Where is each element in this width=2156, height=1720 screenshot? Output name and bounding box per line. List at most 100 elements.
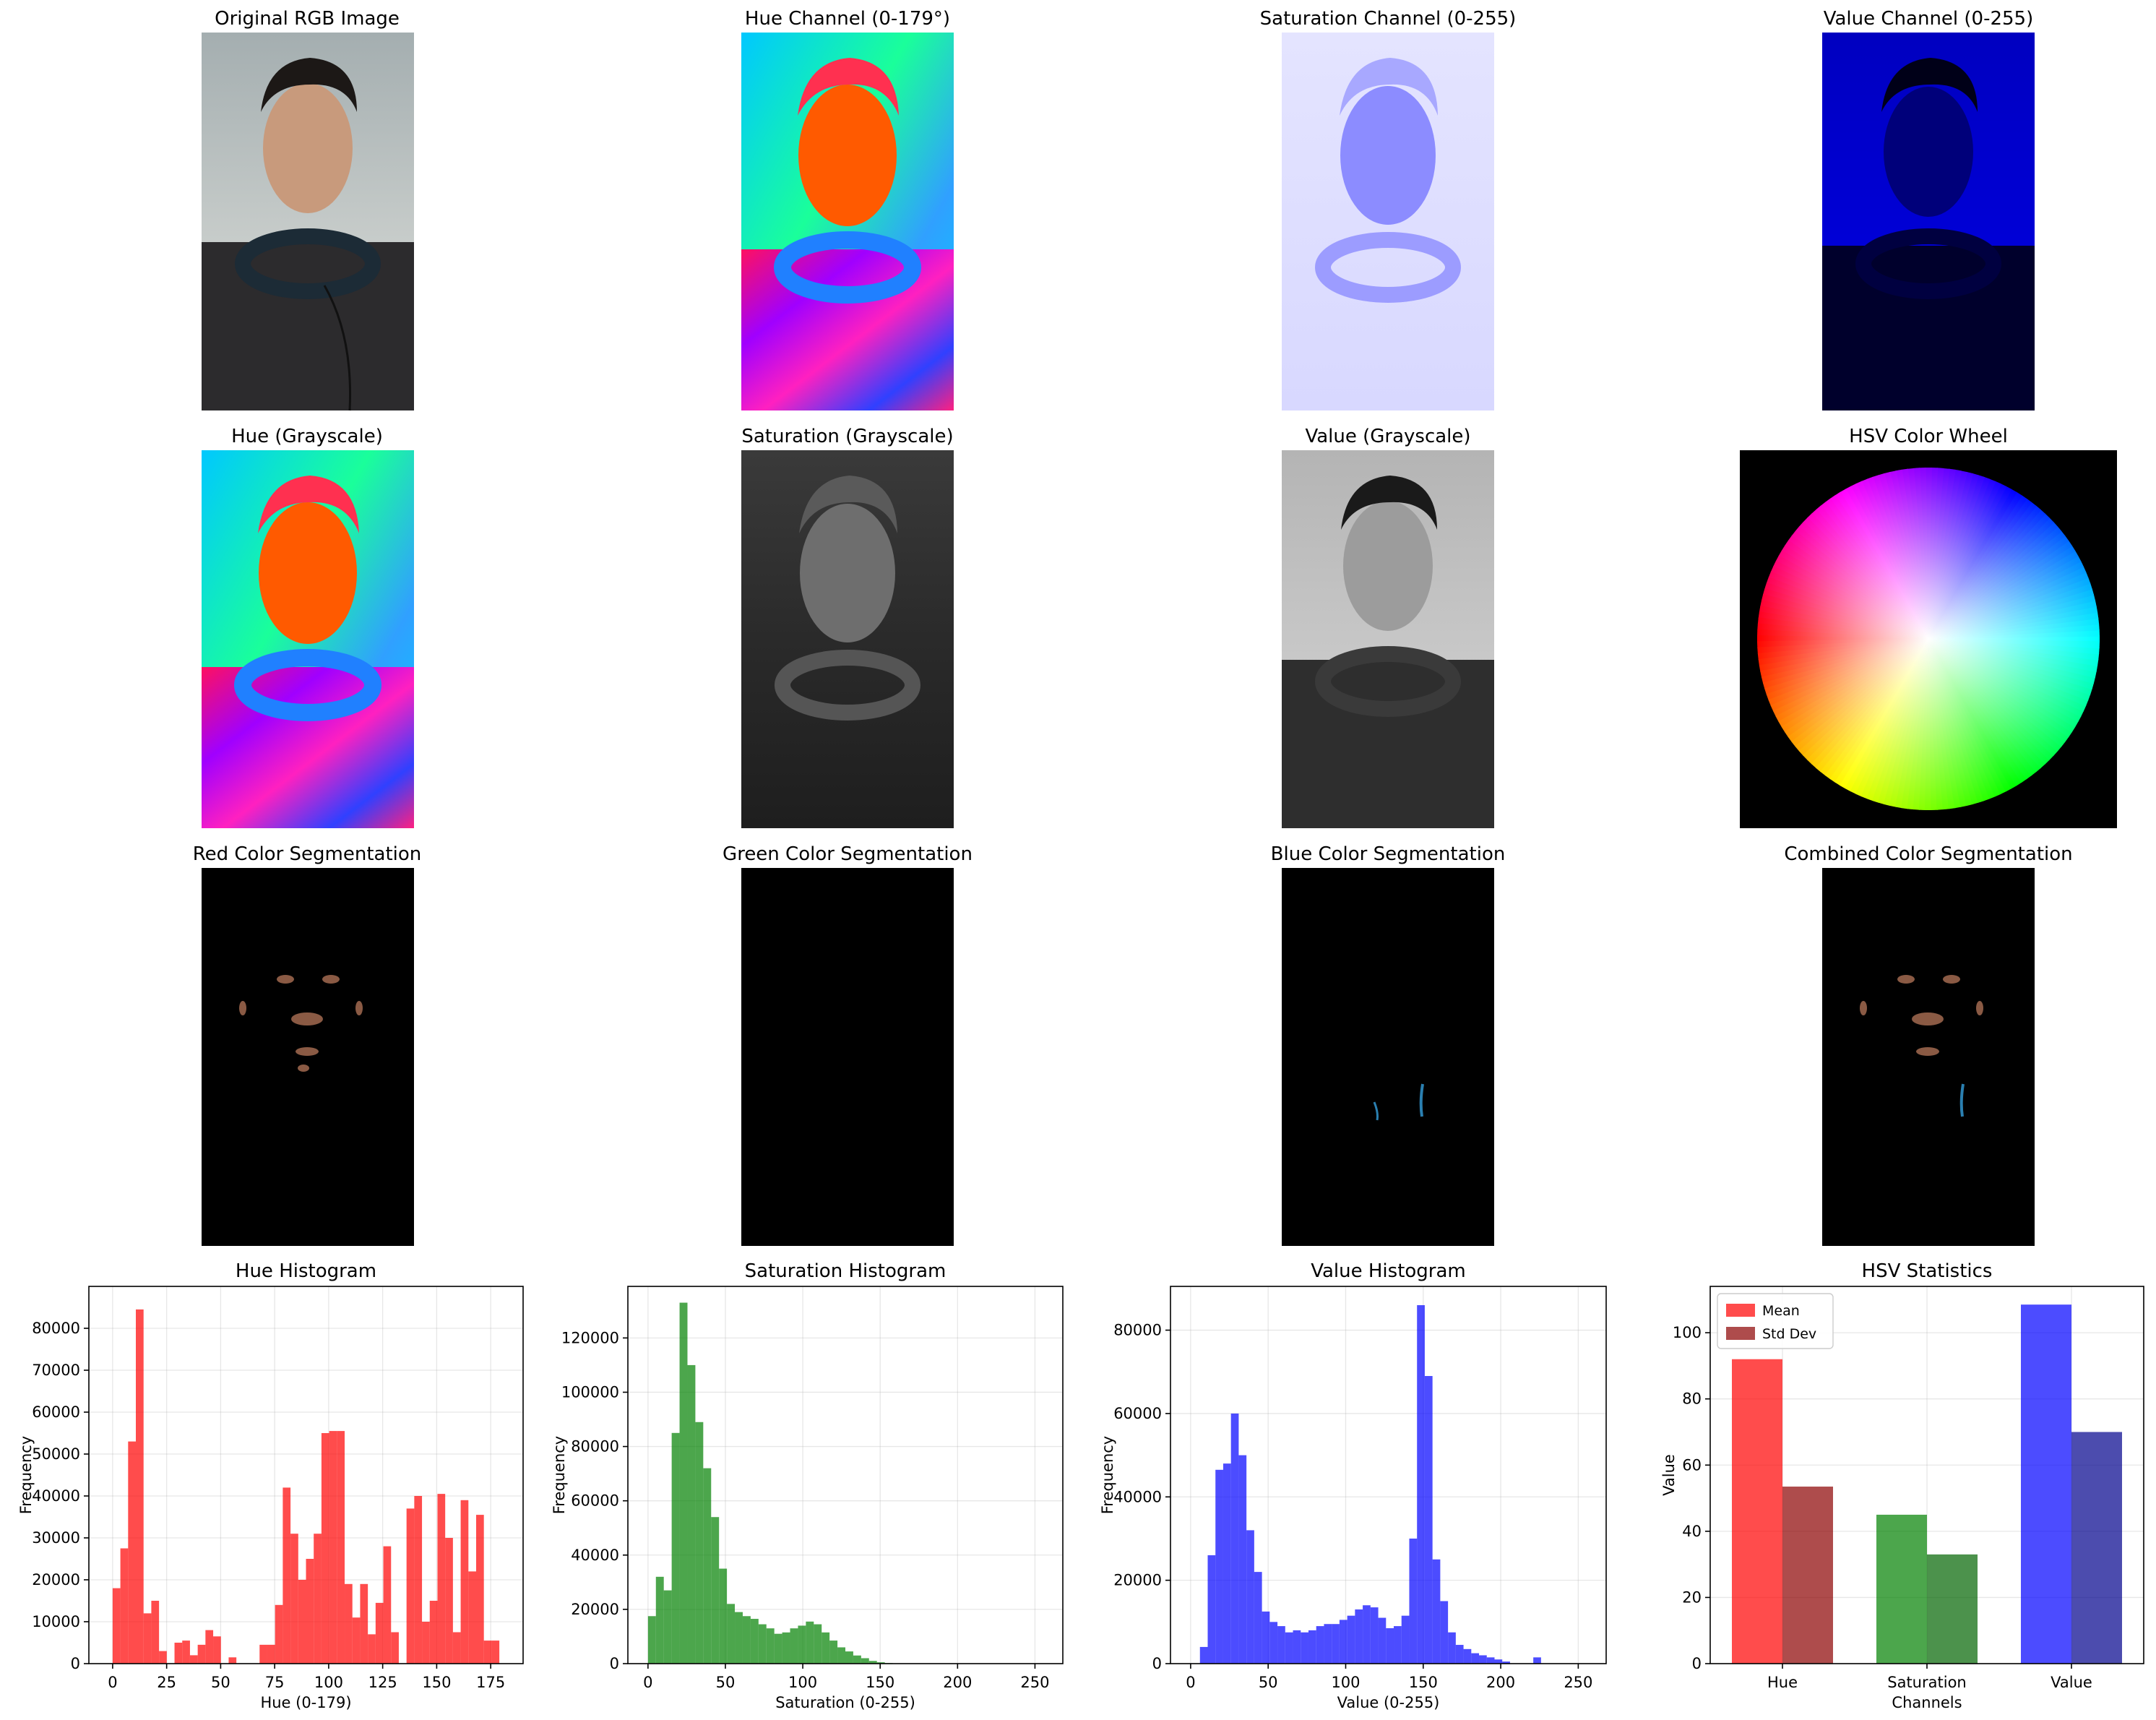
histogram-bar bbox=[1401, 1615, 1410, 1664]
histogram-bar bbox=[774, 1633, 782, 1664]
chart-title: Saturation Histogram bbox=[745, 1260, 947, 1282]
panel-saturation-grayscale: Saturation (Grayscale) bbox=[741, 426, 954, 828]
y-tick-label: 0 bbox=[610, 1655, 619, 1672]
histogram-bar bbox=[798, 1625, 806, 1664]
x-axis-label: Value (0-255) bbox=[1337, 1694, 1440, 1711]
histogram-bar bbox=[1316, 1626, 1324, 1664]
histogram-bar bbox=[655, 1576, 664, 1664]
histogram-bar bbox=[1363, 1605, 1371, 1664]
histogram-bar bbox=[1533, 1657, 1541, 1664]
legend-label: Mean bbox=[1762, 1303, 1800, 1319]
histogram-bar bbox=[671, 1432, 680, 1664]
histogram-bar bbox=[1502, 1661, 1510, 1664]
histogram-bar bbox=[352, 1617, 361, 1664]
y-tick-label: 20000 bbox=[571, 1601, 619, 1618]
saturation-histogram: 0 50 100 150 200 250 0 20000 40000 60000 80000 1000… bbox=[551, 1260, 1064, 1711]
histogram-bar bbox=[1347, 1615, 1355, 1664]
histogram-bar bbox=[159, 1651, 167, 1664]
histogram-bar bbox=[806, 1621, 814, 1664]
panel-value-channel: Value Channel (0-255) bbox=[1822, 8, 2035, 410]
histogram-bar bbox=[391, 1632, 399, 1664]
y-tick-label: 20 bbox=[1682, 1588, 1702, 1606]
histogram-bar bbox=[822, 1632, 830, 1664]
histogram-bar bbox=[197, 1644, 206, 1664]
chart-title: HSV Statistics bbox=[1862, 1260, 1993, 1282]
x-tick-label: 200 bbox=[1486, 1674, 1515, 1691]
histogram-bar bbox=[814, 1624, 822, 1664]
histogram-bar bbox=[1455, 1645, 1464, 1664]
y-tick-label: 40000 bbox=[32, 1487, 80, 1505]
panel-title: HSV Color Wheel bbox=[1849, 426, 2008, 447]
hsv-statistics-chart: Hue Saturation Value 0 20 40 60 80 100 HSV Statis… bbox=[1660, 1260, 2144, 1711]
panel-title: Value Channel (0-255) bbox=[1824, 8, 2034, 30]
y-tick-label: 30000 bbox=[32, 1529, 80, 1547]
y-axis-label: Frequency bbox=[1099, 1436, 1116, 1515]
y-tick-label: 80000 bbox=[571, 1438, 619, 1455]
x-tick-label: 150 bbox=[422, 1674, 451, 1691]
histogram-bar bbox=[406, 1508, 415, 1664]
histogram-bar bbox=[345, 1583, 353, 1664]
histogram-bar bbox=[1230, 1413, 1239, 1664]
x-tick-label: 75 bbox=[265, 1674, 285, 1691]
stat-bar bbox=[1927, 1554, 1978, 1664]
panel-title: Red Color Segmentation bbox=[193, 843, 422, 865]
panel-hue-grayscale: Hue (Grayscale) bbox=[202, 426, 414, 828]
histogram-bar bbox=[314, 1534, 322, 1664]
panel-green-segmentation: Green Color Segmentation bbox=[723, 843, 973, 1246]
histogram-bar bbox=[267, 1644, 275, 1664]
legend-swatch bbox=[1726, 1304, 1755, 1317]
histogram-bar bbox=[735, 1612, 743, 1664]
histogram-bar bbox=[1386, 1627, 1394, 1664]
histogram-bar bbox=[837, 1647, 845, 1664]
y-tick-label: 20000 bbox=[32, 1571, 80, 1588]
axes-frame bbox=[1170, 1286, 1607, 1664]
histogram-bar bbox=[1215, 1469, 1223, 1664]
histogram-bar bbox=[1223, 1463, 1231, 1664]
y-tick-label: 100 bbox=[1673, 1324, 1702, 1341]
histogram-bar bbox=[1308, 1630, 1316, 1664]
y-tick-label: 40000 bbox=[1113, 1488, 1162, 1505]
histogram-bar bbox=[491, 1641, 500, 1664]
x-tick-label: Hue bbox=[1767, 1674, 1798, 1691]
histogram-bar bbox=[275, 1604, 283, 1664]
panel-title: Value (Grayscale) bbox=[1305, 426, 1470, 447]
x-tick-label: 50 bbox=[211, 1674, 230, 1691]
histogram-bar bbox=[1409, 1538, 1418, 1664]
panel-red-segmentation: Red Color Segmentation bbox=[193, 843, 422, 1246]
x-axis-label: Saturation (0-255) bbox=[775, 1694, 915, 1711]
histogram-bar bbox=[1254, 1572, 1262, 1664]
y-tick-label: 60000 bbox=[571, 1492, 619, 1510]
histogram-bar bbox=[1378, 1617, 1387, 1664]
histogram-bar bbox=[1285, 1632, 1293, 1664]
histogram-bar bbox=[205, 1630, 214, 1664]
y-tick-label: 20000 bbox=[1113, 1572, 1162, 1589]
histogram-bar bbox=[861, 1658, 869, 1664]
histogram-bar bbox=[452, 1632, 461, 1664]
panel-blue-segmentation: Blue Color Segmentation bbox=[1271, 843, 1505, 1246]
x-tick-label: 50 bbox=[1259, 1674, 1278, 1691]
histogram-bar bbox=[259, 1644, 267, 1664]
histogram-bar bbox=[1332, 1624, 1340, 1664]
histogram-bar bbox=[687, 1364, 696, 1664]
histogram-bar bbox=[679, 1302, 688, 1664]
histogram-bar bbox=[375, 1602, 384, 1664]
y-tick-label: 80000 bbox=[32, 1320, 80, 1337]
histogram-bar bbox=[112, 1588, 121, 1664]
y-tick-label: 50000 bbox=[32, 1445, 80, 1463]
y-tick-label: 40 bbox=[1682, 1523, 1702, 1540]
panel-saturation-channel: Saturation Channel (0-255) bbox=[1260, 8, 1516, 410]
x-tick-label: 25 bbox=[157, 1674, 176, 1691]
x-tick-label: 250 bbox=[1020, 1674, 1049, 1691]
y-tick-label: 60000 bbox=[32, 1403, 80, 1421]
y-axis-label: Frequency bbox=[17, 1436, 35, 1515]
histogram-bar bbox=[422, 1622, 430, 1664]
histogram-bar bbox=[766, 1628, 775, 1664]
chart-title: Hue Histogram bbox=[236, 1260, 376, 1282]
histogram-bar bbox=[868, 1661, 877, 1664]
x-tick-label: 200 bbox=[943, 1674, 972, 1691]
panel-value-grayscale: Value (Grayscale) bbox=[1282, 426, 1494, 828]
x-tick-label: 0 bbox=[1186, 1674, 1195, 1691]
stat-bar bbox=[2071, 1432, 2122, 1664]
x-axis-label: Channels bbox=[1892, 1694, 1962, 1711]
histogram-bar bbox=[1440, 1601, 1449, 1664]
